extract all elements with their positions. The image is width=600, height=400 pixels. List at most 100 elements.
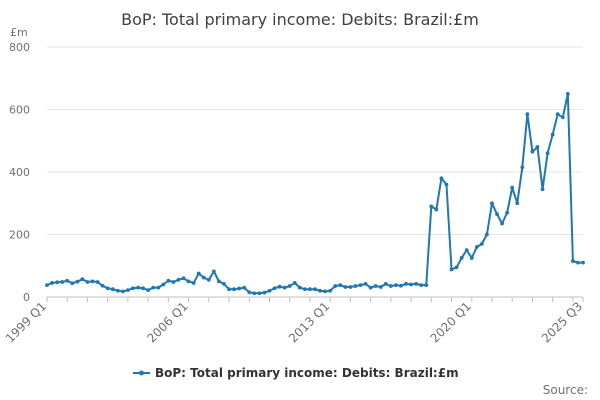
data-point[interactable] — [323, 289, 328, 294]
data-point[interactable] — [490, 201, 494, 206]
data-point[interactable] — [525, 112, 530, 117]
data-point[interactable] — [146, 288, 151, 293]
data-point[interactable] — [196, 271, 201, 276]
data-point[interactable] — [151, 285, 156, 290]
data-point[interactable] — [161, 282, 166, 287]
data-point[interactable] — [454, 265, 459, 270]
data-point[interactable] — [338, 283, 343, 288]
data-point[interactable] — [257, 291, 262, 296]
data-point[interactable] — [479, 241, 484, 246]
data-point[interactable] — [449, 267, 454, 272]
data-point[interactable] — [100, 283, 105, 288]
data-point[interactable] — [459, 256, 464, 260]
data-point[interactable] — [424, 283, 429, 288]
data-point[interactable] — [550, 132, 555, 137]
data-point[interactable] — [383, 281, 388, 286]
data-point[interactable] — [570, 259, 575, 263]
data-point[interactable] — [126, 288, 130, 293]
data-point[interactable] — [131, 286, 135, 291]
data-point[interactable] — [500, 221, 504, 226]
data-point[interactable] — [267, 288, 272, 293]
data-point[interactable] — [368, 285, 373, 290]
data-point[interactable] — [540, 187, 545, 192]
data-point[interactable] — [227, 287, 231, 292]
data-point[interactable] — [191, 281, 196, 285]
data-point[interactable] — [313, 287, 317, 292]
data-point[interactable] — [520, 165, 525, 170]
data-point[interactable] — [247, 290, 252, 295]
data-point[interactable] — [186, 279, 191, 284]
data-point[interactable] — [297, 285, 302, 290]
data-point[interactable] — [434, 207, 439, 212]
data-point[interactable] — [262, 290, 267, 295]
data-point[interactable] — [363, 281, 368, 286]
data-point[interactable] — [419, 283, 424, 288]
data-point[interactable] — [444, 182, 449, 187]
data-point[interactable] — [277, 284, 282, 289]
data-point[interactable] — [399, 283, 403, 288]
data-point[interactable] — [95, 280, 100, 284]
data-point[interactable] — [222, 281, 226, 286]
data-point[interactable] — [70, 281, 75, 286]
data-point[interactable] — [80, 277, 85, 282]
data-point[interactable] — [464, 248, 469, 253]
data-point[interactable] — [404, 281, 408, 286]
data-point[interactable] — [530, 149, 535, 154]
data-point[interactable] — [409, 282, 413, 287]
data-point[interactable] — [90, 279, 95, 284]
data-point[interactable] — [282, 285, 287, 290]
data-point[interactable] — [211, 269, 216, 274]
data-point[interactable] — [388, 284, 393, 288]
data-point[interactable] — [75, 279, 80, 284]
data-point[interactable] — [474, 245, 479, 249]
legend[interactable]: BoP: Total primary income: Debits: Brazi… — [133, 366, 459, 380]
data-point[interactable] — [469, 256, 474, 260]
data-point[interactable] — [505, 210, 510, 215]
data-point[interactable] — [545, 151, 550, 156]
data-point[interactable] — [287, 284, 292, 288]
data-point[interactable] — [272, 286, 277, 291]
data-point[interactable] — [485, 232, 489, 237]
data-point[interactable] — [581, 260, 585, 265]
data-point[interactable] — [105, 286, 110, 291]
data-point[interactable] — [181, 276, 186, 281]
data-point[interactable] — [171, 280, 176, 284]
data-point[interactable] — [429, 204, 434, 209]
data-point[interactable] — [50, 281, 54, 285]
data-point[interactable] — [565, 91, 570, 96]
data-point[interactable] — [439, 176, 444, 181]
data-point[interactable] — [156, 285, 161, 290]
data-point[interactable] — [217, 279, 221, 284]
data-point[interactable] — [176, 277, 181, 282]
data-point[interactable] — [292, 281, 297, 285]
data-point[interactable] — [318, 288, 322, 293]
data-point[interactable] — [206, 277, 211, 282]
data-point[interactable] — [302, 287, 307, 292]
data-point[interactable] — [237, 286, 242, 291]
data-point[interactable] — [515, 201, 520, 206]
data-point[interactable] — [358, 283, 363, 288]
data-point[interactable] — [308, 287, 312, 292]
data-point[interactable] — [353, 284, 358, 288]
data-point[interactable] — [45, 283, 49, 288]
data-point[interactable] — [333, 284, 338, 288]
data-point[interactable] — [495, 212, 499, 217]
data-point[interactable] — [328, 288, 333, 293]
data-point[interactable] — [535, 145, 540, 149]
data-point[interactable] — [242, 285, 247, 290]
data-point[interactable] — [65, 278, 70, 283]
data-point[interactable] — [232, 287, 236, 292]
data-point[interactable] — [394, 283, 398, 288]
data-point[interactable] — [576, 260, 580, 265]
data-point[interactable] — [60, 280, 65, 284]
data-point[interactable] — [373, 284, 378, 288]
data-point[interactable] — [414, 281, 419, 286]
data-point[interactable] — [378, 285, 383, 289]
data-point[interactable] — [510, 185, 515, 190]
data-point[interactable] — [201, 275, 206, 280]
data-point[interactable] — [120, 289, 125, 294]
data-point[interactable] — [555, 112, 560, 117]
data-point[interactable] — [141, 286, 145, 291]
data-point[interactable] — [252, 291, 257, 296]
data-point[interactable] — [85, 280, 90, 284]
